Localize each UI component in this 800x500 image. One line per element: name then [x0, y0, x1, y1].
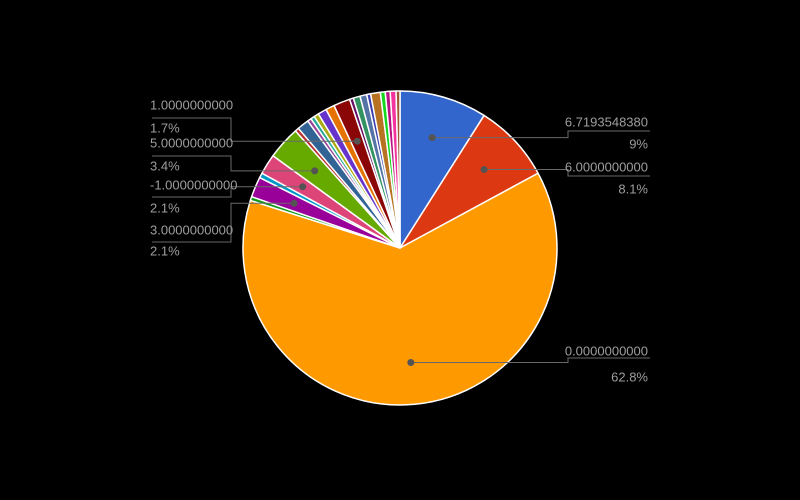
slice-percent-label-5.0000000000: 3.4%: [150, 159, 180, 174]
slice-value-label-0.0000000000: 0.0000000000: [565, 344, 648, 359]
leader-dot--1.0000000000: [299, 183, 307, 191]
leader-line-6.7193548380: [432, 130, 650, 139]
leader-dot-1.0000000000: [353, 137, 361, 145]
slice-percent-label--1.0000000000: 2.1%: [150, 201, 180, 216]
slice-percent-label-6.7193548380: 9%: [629, 137, 648, 152]
leader-lines-group: [152, 117, 650, 366]
leader-dot-0.0000000000: [407, 359, 415, 366]
leader-dot-5.0000000000: [311, 167, 319, 175]
slice-percent-label-0.0000000000: 62.8%: [611, 370, 648, 385]
slice-percent-label-6.0000000000: 8.1%: [618, 182, 648, 197]
pie-slice-6.7193548380[interactable]: [399, 90, 485, 249]
pie-slices-group: [242, 90, 558, 406]
leader-dot-6.7193548380: [428, 134, 436, 142]
slice-value-label-3.0000000000: 3.0000000000: [150, 223, 233, 238]
slice-value-label-6.7193548380: 6.7193548380: [565, 115, 648, 130]
leader-line-0.0000000000: [410, 357, 650, 363]
slice-value-label--1.0000000000: -1.0000000000: [150, 178, 237, 193]
pie-slice-0.0000000000[interactable]: [242, 172, 558, 406]
leader-line-3.0000000000: [152, 202, 294, 243]
slice-labels-group: 6.7193548380 9% 6.0000000000 8.1% 0.00000000…: [150, 98, 648, 385]
slice-value-label-5.0000000000: 5.0000000000: [150, 136, 233, 151]
slice-value-label-1.0000000000: 1.0000000000: [150, 98, 233, 113]
leader-line-5.0000000000: [152, 155, 315, 172]
leader-line-6.0000000000: [484, 169, 650, 177]
slice-value-label-6.0000000000: 6.0000000000: [565, 160, 648, 175]
leader-dot-6.0000000000: [480, 166, 488, 173]
leader-line-1.0000000000: [152, 117, 358, 142]
pie-slice-small-24[interactable]: [395, 90, 401, 249]
leader-dot-3.0000000000: [290, 199, 298, 207]
leader-line--1.0000000000: [152, 186, 303, 198]
slice-percent-label-3.0000000000: 2.1%: [150, 244, 180, 259]
slice-percent-label-1.0000000000: 1.7%: [150, 121, 180, 136]
